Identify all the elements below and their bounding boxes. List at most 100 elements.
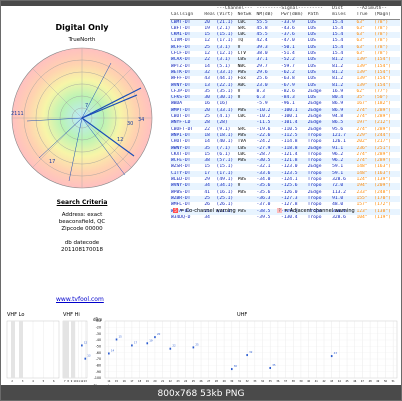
channel-tick-label: 46 xyxy=(353,380,357,383)
cell-azimuth-true: 139° xyxy=(355,63,374,70)
cell-virtual-channel: (6.1) xyxy=(215,151,237,159)
table-row[interactable]: CBFT-DT 19 (2.1) SRC 45.8 -43.6 LOS 15.4 63° (78°… xyxy=(170,25,400,33)
cell-callsign: CBOFT-DT xyxy=(170,126,204,133)
table-row[interactable]: WCFE-DT 38 (57.1) PBS -30.5 -121.8 Tropo 96.2 27… xyxy=(170,158,400,165)
table-row[interactable]: WZSR-DT 15 (15.1) -32.1 -123.0 2Edge 59.1 148°(… xyxy=(170,164,400,171)
cell-azimuth-magnetic: (248°) xyxy=(373,189,400,196)
table-row[interactable]: WCAX-DT 22 (3.1) CBS 37.1 -52.2 LOS 81.2 139° (15… xyxy=(170,57,400,64)
table-row[interactable]: CBOT-DT 25 (4.1) CBC -10.2 -100.1 2Edge 94.8 274… xyxy=(170,114,400,121)
cell-network xyxy=(236,202,256,209)
criteria-zip: Zipcode 00000 xyxy=(61,226,103,232)
table-row[interactable]: CHOT-DT 14 (40.1) TVA -24.2 -114.8 Tropo 126.1 2… xyxy=(170,139,400,146)
table-row[interactable]: W34DQ-D 34 -39.5 -130.4 Tropo 328.6 104° (119°) xyxy=(170,214,400,222)
table-row[interactable]: CKMI-DT 15 (15.1) CBC 45.5 -37.6 LOS 15.4 63° (78… xyxy=(170,32,400,39)
header-real[interactable]: Real xyxy=(203,12,216,20)
cell-azimuth-true: 236° xyxy=(355,145,374,152)
unused-band xyxy=(11,321,15,378)
channel-tick-label: 42 xyxy=(322,380,326,383)
signal-bar-ch-25 xyxy=(192,346,195,349)
header-pwr[interactable]: Pwr(dBm) xyxy=(279,12,307,20)
cell-distance: 81.2 xyxy=(331,69,356,77)
cell-path: Tropo xyxy=(306,208,332,215)
table-row[interactable]: CBMT-DT 20 (21.1) CBC 55.5 -33.9 LOS 15.4 63° (78… xyxy=(170,19,400,26)
cell-callsign: WCAX-DT xyxy=(170,57,204,64)
channel-tick-label: 31 xyxy=(238,380,242,383)
cell-distance: 15.4 xyxy=(331,19,356,26)
cell-callsign: WETK-DT xyxy=(170,69,204,77)
table-row[interactable]: CFCF-DT 12 (12.1) CTV 38.0 -51.4 LOS 15.4 63° (78… xyxy=(170,51,400,58)
y-tick-label: -40 xyxy=(96,338,101,342)
tvfool-link[interactable]: www.tvfool.com xyxy=(56,296,104,303)
table-row[interactable]: WPBS-DT 41 (16.1) PBS -35.6 -126.0 2Edge 113.2 2… xyxy=(170,189,400,196)
table-row[interactable]: CFJP-DT 35 (35.1) V 8.3 -82.6 2Edge 16.9 62° (77°… xyxy=(170,88,400,96)
channel-tick-label: 24 xyxy=(184,380,188,383)
header-nm[interactable]: NM(dB) xyxy=(255,12,280,20)
cell-real-channel: 25 xyxy=(203,44,216,52)
cell-noise-margin: -24.2 xyxy=(255,139,280,146)
cell-callsign: WZSR-DT xyxy=(170,164,204,171)
header-netwk[interactable]: Netwk xyxy=(236,12,256,20)
table-row[interactable]: WZBR-DT 25 (25.1) -36.3 -127.3 Tropo 91.0 155°(… xyxy=(170,195,400,203)
header-path[interactable]: Path xyxy=(306,12,332,20)
cell-azimuth-magnetic: (289°) xyxy=(373,107,400,115)
channel-tick-label: 19 xyxy=(146,380,150,383)
station-table-wrap: ---Channel--- ---------Signal--------- D… xyxy=(170,6,400,222)
cell-virtual-channel: (49.1) xyxy=(215,177,237,184)
cell-distance: 95.6 xyxy=(331,126,356,133)
cell-virtual-channel: (3.1) xyxy=(215,57,237,64)
header-virt[interactable]: (Virt) xyxy=(215,12,237,20)
header-magn[interactable]: (Magn) xyxy=(373,12,400,20)
table-row[interactable]: CBOFT-DT 22 (9.1) SRC -19.6 -110.5 2Edge 95.6 27… xyxy=(170,126,400,133)
table-row[interactable]: WMFL-DT 26 (26.1) -37.0 -127.8 Tropo 48.0 157°(… xyxy=(170,202,400,209)
channel-tick-label: 18 xyxy=(138,380,142,383)
table-row[interactable]: WNYF-LD 28 (28) -11.5 -101.4 2Edge 86.5 197° (21… xyxy=(170,120,400,127)
header-true[interactable]: True xyxy=(355,12,374,20)
cell-noise-margin: -19.6 xyxy=(255,126,280,133)
table-row[interactable]: WMPT-DT 20 (33.1) PBS -10.2 -100.1 2Edge 86.9 27… xyxy=(170,107,400,115)
cell-callsign: WPBS-DT xyxy=(170,189,204,196)
cell-network: CTV xyxy=(236,51,256,58)
table-row[interactable]: CIVM-DT 12 (17.1) TQ 42.4 -47.0 LOS 15.4 63° (78°… xyxy=(170,38,400,45)
table-row[interactable]: CKXT-DT 15 (6.1) CBC -28.7 -121.4 Tropo 96.2 274… xyxy=(170,151,400,159)
table-row[interactable]: WBDA 16 (16) -5.9 -96.1 2Edge 86.9 167° (182°) xyxy=(170,101,400,108)
cell-network: V xyxy=(236,95,256,102)
table-row[interactable]: CFKS-DT 30 (30.1) V 6.3 -84.3 LOS 80.4 35° (50°) xyxy=(170,95,400,102)
table-row[interactable]: WVNY-DT 34 (34.1) V -35.6 -125.6 Tropo 72.0 194°… xyxy=(170,183,400,190)
cell-real-channel: 28 xyxy=(203,120,216,127)
cell-power: -62.2 xyxy=(279,69,307,77)
signal-bar-ch-30 xyxy=(230,368,233,371)
table-row[interactable]: WPTZ-DT 14 (5.1) NBC 29.7 -59.7 LOS 81.2 139° (15… xyxy=(170,63,400,70)
table-row[interactable]: WWNY-DT 35 (7.1) CBS -27.9 -118.8 2Edge 91.1 236… xyxy=(170,145,400,152)
cell-real-channel: 34 xyxy=(203,183,216,190)
cell-callsign: WZBR-DT xyxy=(170,195,204,203)
signal-bar-label: 32 xyxy=(249,350,253,354)
cell-power: -96.1 xyxy=(279,101,307,108)
header-callsign[interactable]: Callsign xyxy=(170,12,204,20)
cell-noise-margin: -36.3 xyxy=(255,195,280,203)
cell-network: V xyxy=(236,88,256,96)
header-miles[interactable]: miles xyxy=(331,12,356,20)
direction-35-deg xyxy=(81,62,112,119)
table-row[interactable]: WNPI-DT 18 (18.1) PBS -22.6 -112.5 Tropo 121.7 2… xyxy=(170,132,400,140)
direction-274-deg xyxy=(26,117,83,122)
table-row[interactable]: WVNY-DT 13 (22.1) ABC 23.0 -67.9 LOS 81.2 139° (1… xyxy=(170,82,400,89)
table-row[interactable]: CITY-DT 17 (17.1) -33.6 -123.5 Tropo 59.1 148°(… xyxy=(170,170,400,178)
cell-noise-margin: 38.0 xyxy=(255,51,280,58)
table-row[interactable]: WFFF-DT 43 (44.1) Fox 25.6 -63.8 LOS 81.2 139° (1… xyxy=(170,76,400,83)
cell-real-channel: 25 xyxy=(203,114,216,121)
table-row[interactable]: WETK-DT 32 (33.1) PBS 29.6 -62.2 LOS 81.2 139° (1… xyxy=(170,69,400,77)
cell-azimuth-true: 233° xyxy=(355,189,374,196)
cell-azimuth-true: 148° xyxy=(355,170,374,178)
cell-path: 2Edge xyxy=(306,114,332,121)
cell-noise-margin: -10.2 xyxy=(255,107,280,115)
radar-plot: 34 2111 12 17 30 7 xyxy=(11,47,153,189)
signal-bar-ch-35 xyxy=(269,366,272,369)
cell-azimuth-magnetic: (78°) xyxy=(373,32,400,39)
table-row[interactable]: WLED-DT 29 (49.1) PBS -34.0 -124.1 Tropo 328.6 1… xyxy=(170,177,400,184)
table-row[interactable]: WCFF-DT 25 (3.1) V 39.3 -50.1 LOS 15.4 63° (78°) xyxy=(170,44,400,52)
cell-azimuth-true: 167° xyxy=(355,101,374,108)
cell-network xyxy=(236,195,256,203)
cell-noise-margin: -11.5 xyxy=(255,120,280,127)
radar-label-west: 2111 xyxy=(11,111,24,117)
table-row[interactable]: WYTA-DT 21 (21.1) PBS -38.5 -129.7 Tropo 328.6 1… xyxy=(170,208,400,215)
